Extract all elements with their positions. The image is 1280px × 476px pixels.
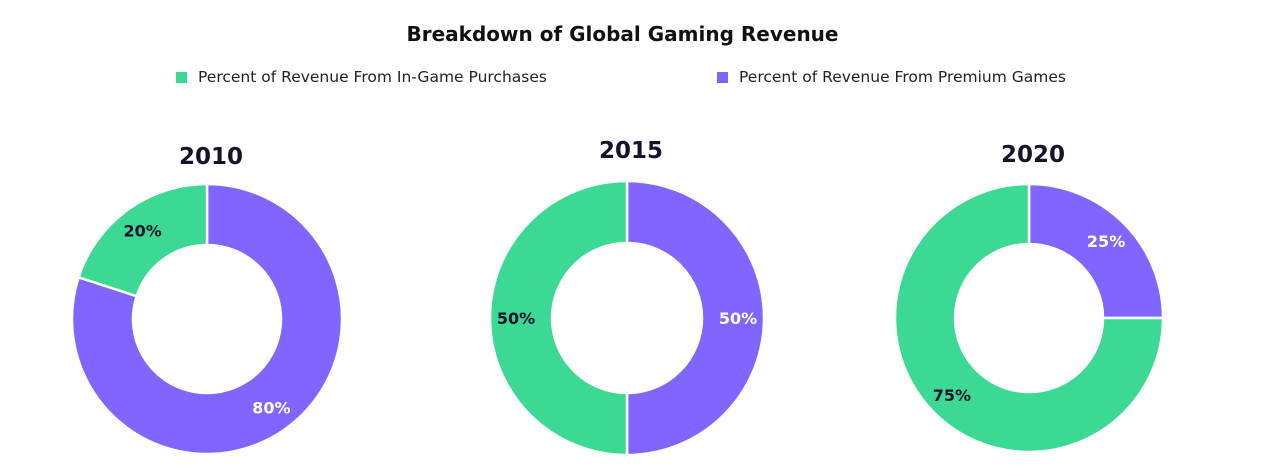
chart-year-title: 2020 xyxy=(1001,142,1065,168)
donut-chart-2020: 2020 25% 75% xyxy=(893,142,1165,454)
legend-swatch-premium-games xyxy=(717,71,728,83)
legend-swatch-in-game-purchases xyxy=(176,71,187,83)
legend-label-premium-games: Percent of Revenue From Premium Games xyxy=(739,68,1066,86)
legend-item-in-game-purchases: Percent of Revenue From In-Game Purchase… xyxy=(176,68,547,86)
donut-chart-2015: 2015 50% 50% xyxy=(488,138,766,457)
slice-value-label: 20% xyxy=(123,221,161,240)
donut-slice xyxy=(893,182,1165,454)
slice-value-label: 75% xyxy=(933,386,971,405)
chart-title: Breakdown of Global Gaming Revenue xyxy=(406,22,839,46)
donut-chart-2010: 2010 80% 20% xyxy=(70,144,344,456)
donut-slice xyxy=(625,179,766,457)
slice-value-label: 50% xyxy=(719,309,757,328)
slice-value-label: 50% xyxy=(497,309,535,328)
donut-slice xyxy=(77,182,209,298)
slice-value-label: 80% xyxy=(252,399,290,418)
chart-year-title: 2010 xyxy=(179,144,243,170)
chart-year-title: 2015 xyxy=(599,138,663,164)
donut-slice xyxy=(488,179,629,457)
donut-slice xyxy=(1027,182,1165,320)
slice-value-label: 25% xyxy=(1087,232,1125,251)
legend-item-premium-games: Percent of Revenue From Premium Games xyxy=(717,68,1066,86)
legend-label-in-game-purchases: Percent of Revenue From In-Game Purchase… xyxy=(198,68,547,86)
donut-slice xyxy=(70,182,344,456)
